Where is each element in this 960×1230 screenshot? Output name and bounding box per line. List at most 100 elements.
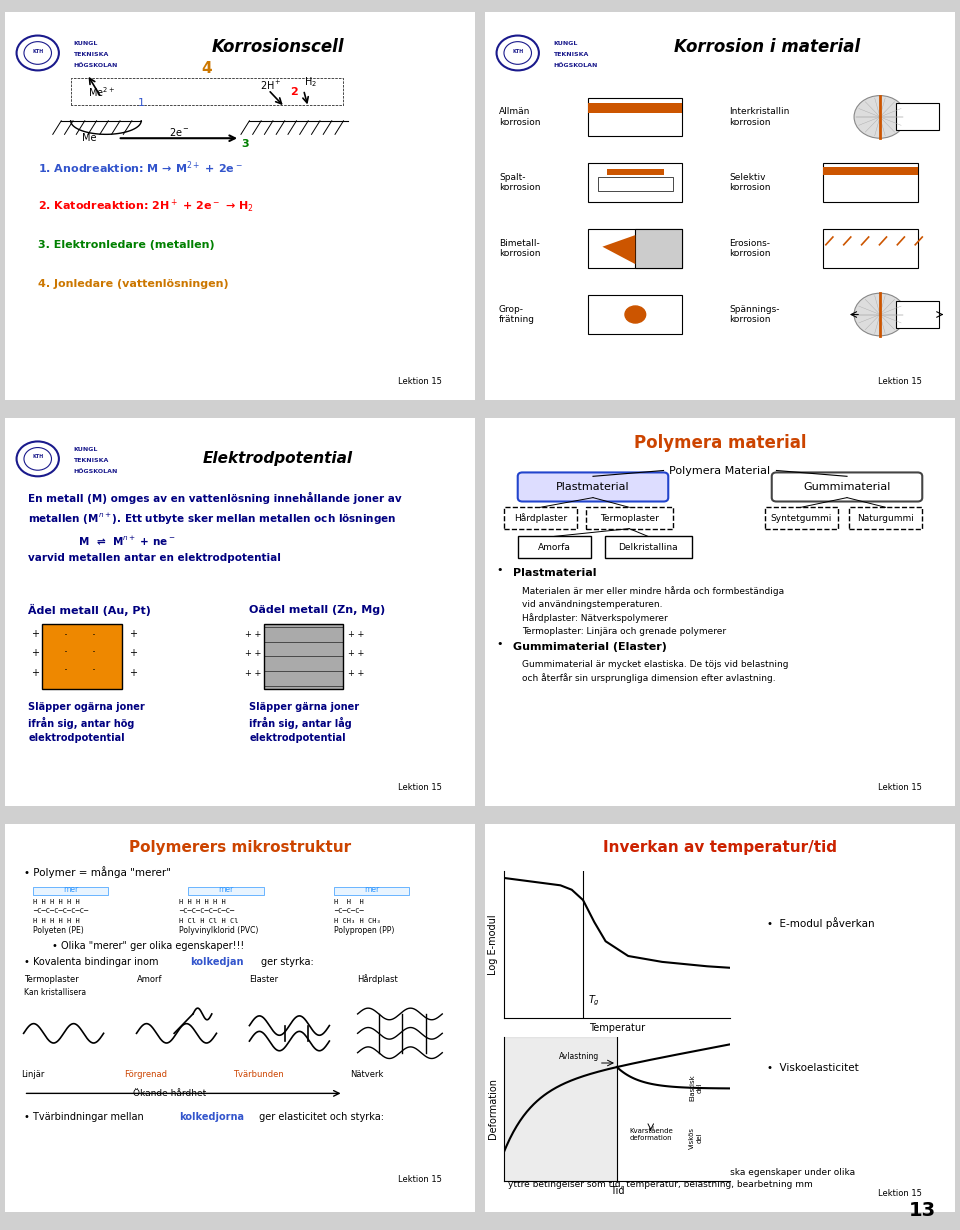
Text: Kan kristallisera: Kan kristallisera (24, 988, 85, 998)
FancyBboxPatch shape (772, 472, 923, 502)
Text: •  Viskoelasticitet: • Viskoelasticitet (767, 1063, 859, 1074)
Bar (588, 97, 683, 137)
Text: Släpper gärna joner
ifrån sig, antar låg
elektrodpotential: Släpper gärna joner ifrån sig, antar låg… (250, 702, 360, 743)
Text: Polypropen (PP): Polypropen (PP) (334, 926, 395, 935)
Text: ·: · (92, 664, 96, 676)
Text: + +: + + (348, 649, 365, 658)
Text: Tvärbunden: Tvärbunden (233, 1070, 284, 1079)
Text: Termoplaster: Termoplaster (24, 974, 79, 984)
Text: Ädel metall (Au, Pt): Ädel metall (Au, Pt) (29, 604, 151, 616)
Text: •: • (496, 638, 503, 648)
Text: Avlastning: Avlastning (559, 1052, 599, 1060)
Text: HÖGSKOLAN: HÖGSKOLAN (73, 469, 117, 474)
Text: +: + (130, 668, 137, 678)
Text: Släpper ogärna joner
ifrån sig, antar hög
elektrodpotential: Släpper ogärna joner ifrån sig, antar hö… (29, 702, 145, 743)
Text: Allmän
korrosion: Allmän korrosion (499, 107, 540, 127)
Text: Inverkan av temperatur/tid: Inverkan av temperatur/tid (603, 840, 837, 855)
Text: Termoplaster: Linjära och grenade polymerer: Termoplaster: Linjära och grenade polyme… (522, 627, 727, 636)
Text: Grop-
frätning: Grop- frätning (499, 305, 535, 325)
Text: 2: 2 (290, 87, 298, 97)
Text: Nätverk: Nätverk (350, 1070, 384, 1079)
Bar (765, 507, 838, 529)
Text: Oädel metall (Zn, Mg): Oädel metall (Zn, Mg) (250, 605, 386, 615)
Text: HÖGSKOLAN: HÖGSKOLAN (553, 63, 597, 68)
Text: Polymerers mikrostruktur: Polymerers mikrostruktur (129, 840, 351, 855)
Text: Spännings-
korrosion: Spännings- korrosion (730, 305, 780, 325)
Text: +: + (130, 648, 137, 658)
Bar (598, 177, 673, 191)
Text: H H H H H H: H H H H H H (33, 918, 80, 924)
Text: TEKNISKA: TEKNISKA (73, 458, 108, 464)
Text: Elaster: Elaster (250, 974, 278, 984)
Polygon shape (603, 235, 636, 264)
Circle shape (854, 96, 906, 138)
Bar (897, 103, 939, 130)
Text: • Kovalenta bindingar inom: • Kovalenta bindingar inom (24, 957, 161, 967)
Text: Förgrenad: Förgrenad (125, 1070, 167, 1079)
Text: kolkedjorna: kolkedjorna (179, 1112, 244, 1122)
Text: Polymera Material: Polymera Material (669, 465, 771, 476)
Text: H$_2$: H$_2$ (304, 75, 317, 89)
Text: H H H H H H: H H H H H H (179, 899, 226, 904)
Text: vid användningstemperaturen.: vid användningstemperaturen. (522, 600, 663, 609)
Text: Hårdplaster: Nätverkspolymerer: Hårdplaster: Nätverkspolymerer (522, 613, 668, 622)
Text: och återfår sin ursprungliga dimension efter avlastning.: och återfår sin ursprungliga dimension e… (522, 673, 776, 683)
Text: Bimetall-
korrosion: Bimetall- korrosion (499, 239, 540, 258)
Text: Lektion 15: Lektion 15 (878, 784, 923, 792)
Bar (517, 536, 590, 557)
Text: ·: · (63, 647, 67, 659)
Text: Korrosion i material: Korrosion i material (674, 38, 860, 57)
Y-axis label: Deformation: Deformation (489, 1079, 498, 1139)
Text: H CH₃ H CH₃: H CH₃ H CH₃ (334, 918, 381, 924)
Bar (504, 507, 577, 529)
Text: Elektrodpotential: Elektrodpotential (203, 451, 352, 466)
FancyBboxPatch shape (482, 10, 958, 402)
FancyBboxPatch shape (517, 472, 668, 502)
Bar (824, 164, 918, 202)
Text: Lektion 15: Lektion 15 (878, 378, 923, 386)
Text: 3. Elektronledare (metallen): 3. Elektronledare (metallen) (37, 240, 214, 250)
Text: Syntetgummi: Syntetgummi (770, 514, 831, 523)
Bar (588, 295, 683, 333)
Bar (588, 229, 683, 268)
Text: Plastmaterial: Plastmaterial (556, 482, 630, 492)
FancyBboxPatch shape (2, 10, 478, 402)
Bar (824, 167, 918, 175)
Text: Polymera material förändrar kraftigt sina mekaniska egenskaper under olika
yttre: Polymera material förändrar kraftigt sin… (509, 1167, 855, 1189)
Bar (188, 887, 263, 894)
Text: Lektion 15: Lektion 15 (398, 378, 443, 386)
Text: Termoplaster: Termoplaster (600, 514, 659, 523)
Bar (850, 507, 923, 529)
Bar (586, 507, 673, 529)
Bar (334, 887, 409, 894)
Bar (897, 301, 939, 328)
Text: •: • (496, 565, 503, 576)
X-axis label: Tid: Tid (610, 1186, 624, 1196)
Text: Lektion 15: Lektion 15 (398, 1176, 443, 1184)
Text: KTH: KTH (32, 48, 43, 54)
Bar (33, 887, 108, 894)
Text: kolkedjan: kolkedjan (191, 957, 244, 967)
Text: KUNGL: KUNGL (553, 42, 577, 47)
Text: ─C─C─C─C─C─C─: ─C─C─C─C─C─C─ (33, 908, 88, 914)
Text: + +: + + (348, 630, 365, 640)
Text: H H H H H H: H H H H H H (33, 899, 80, 904)
Text: Elastisk
del: Elastisk del (689, 1074, 703, 1101)
Text: HÖGSKOLAN: HÖGSKOLAN (73, 63, 117, 68)
Text: mer: mer (63, 886, 79, 894)
Text: +: + (130, 629, 137, 640)
Text: Erosions-
korrosion: Erosions- korrosion (730, 239, 771, 258)
Text: 2e$^-$: 2e$^-$ (169, 127, 189, 139)
Text: ─C─C─C─C─C─C─: ─C─C─C─C─C─C─ (179, 908, 234, 914)
Text: + +: + + (245, 649, 261, 658)
Text: Me: Me (83, 133, 97, 143)
Text: mer: mer (218, 886, 233, 894)
Text: H  H  H: H H H (334, 899, 364, 904)
Text: +: + (31, 648, 38, 658)
FancyBboxPatch shape (2, 822, 478, 1214)
Text: ·: · (92, 647, 96, 659)
Circle shape (625, 306, 646, 323)
Text: 4: 4 (202, 62, 212, 76)
X-axis label: Temperatur: Temperatur (588, 1023, 645, 1033)
FancyBboxPatch shape (482, 822, 958, 1214)
